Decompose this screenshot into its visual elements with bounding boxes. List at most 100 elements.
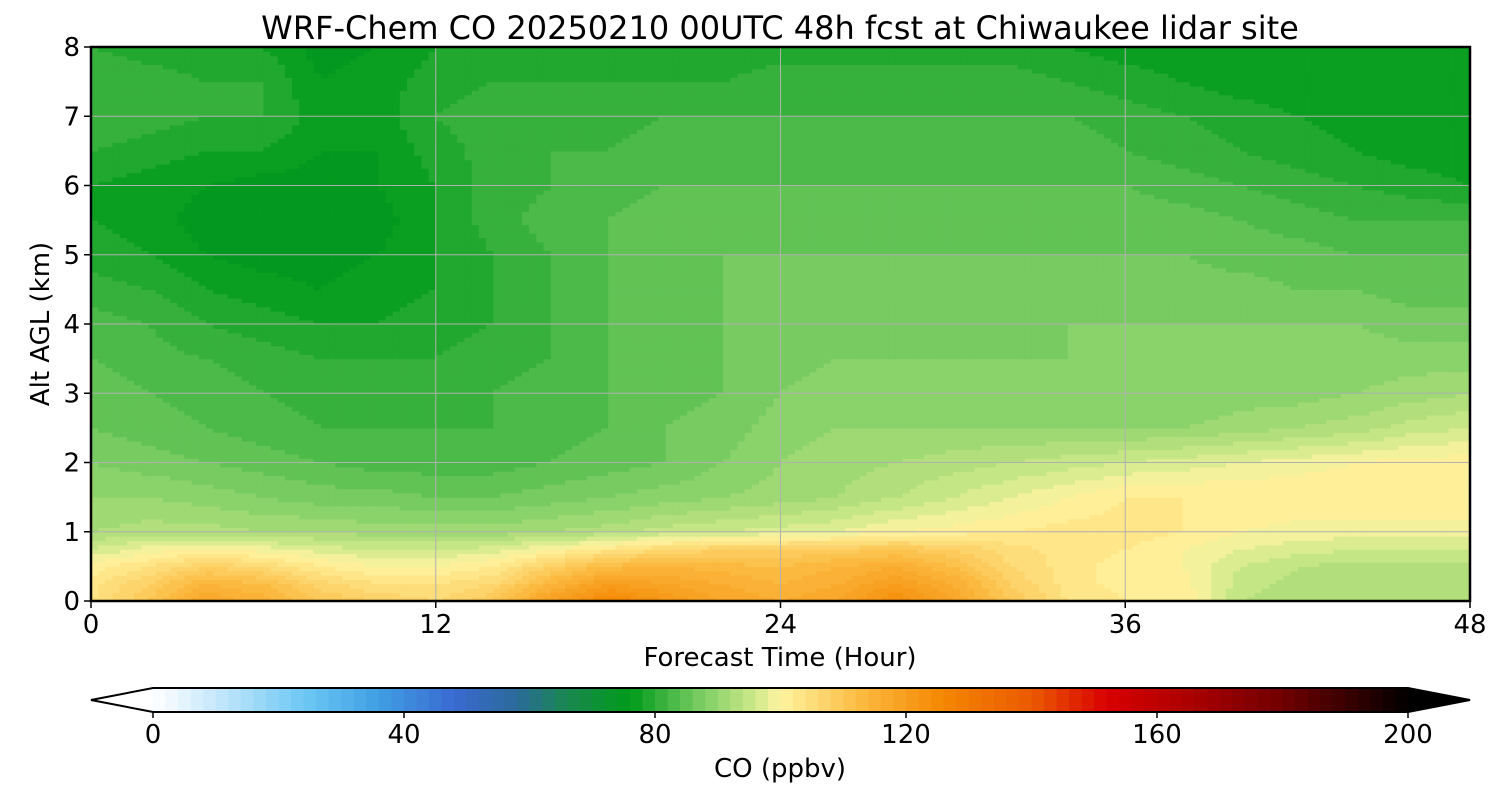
heatmap-cell [514,505,523,511]
heatmap-cell [241,553,250,559]
heatmap-cell [1369,523,1378,529]
heatmap-cell [809,583,818,589]
heatmap-cell [1340,566,1349,572]
heatmap-cell [809,492,818,498]
heatmap-cell [220,583,229,589]
heatmap-cell [1412,596,1421,602]
heatmap-cell [342,531,351,537]
heatmap-cell [493,557,501,563]
heatmap-cell [859,531,868,537]
heatmap-cell [651,583,659,589]
heatmap-cell [141,588,150,593]
heatmap-cell [780,579,789,585]
heatmap-cell [665,497,674,503]
heatmap-cell [457,523,466,529]
heatmap-cell [428,562,437,567]
heatmap-cell [1333,527,1342,533]
heatmap-cell [1139,492,1148,498]
heatmap-cell [1340,536,1349,542]
heatmap-cell [960,518,968,524]
heatmap-cell [414,514,422,520]
heatmap-cell [162,540,171,546]
heatmap-cell [155,575,164,580]
heatmap-cell [751,583,760,589]
heatmap-cell [98,518,106,524]
heatmap-cell [170,518,178,524]
heatmap-cell [1003,531,1011,537]
heatmap-cell [1276,592,1284,598]
heatmap-cell [622,575,631,580]
heatmap-cell [888,570,897,576]
heatmap-cell [1362,488,1371,494]
heatmap-cell [227,501,236,507]
heatmap-cell [1204,557,1213,563]
heatmap-cell [428,531,437,537]
heatmap-cell [744,566,753,572]
heatmap-cell [1103,588,1112,593]
heatmap-cell [392,492,401,498]
heatmap-cell [866,596,875,602]
heatmap-cell [1168,553,1177,559]
heatmap-cell [442,544,451,550]
heatmap-cell [521,488,530,494]
heatmap-cell [1362,510,1371,516]
heatmap-cell [809,531,818,537]
heatmap-cell [823,592,832,598]
heatmap-cell [794,497,803,503]
heatmap-cell [292,566,300,572]
heatmap-cell [902,562,911,567]
heatmap-cell [859,536,868,542]
heatmap-cell [514,536,523,542]
heatmap-cell [981,592,990,598]
heatmap-cell [1204,549,1213,554]
heatmap-cell [1261,518,1270,524]
heatmap-cell [363,570,372,576]
heatmap-cell [1175,497,1184,503]
heatmap-cell [356,553,365,559]
heatmap-cell [1211,596,1220,602]
heatmap-cell [1426,592,1435,598]
heatmap-cell [392,588,401,593]
heatmap-cell [694,497,703,503]
heatmap-cell [945,566,954,572]
heatmap-cell [938,566,947,572]
heatmap-cell [1110,549,1119,554]
heatmap-cell [766,501,774,507]
heatmap-cell [284,497,293,503]
heatmap-cell [220,488,229,494]
heatmap-cell [363,583,372,589]
heatmap-cell [1024,579,1033,585]
heatmap-cell [1426,596,1435,602]
heatmap-cell [1146,514,1155,520]
heatmap-cell [1390,497,1399,503]
heatmap-cell [1240,540,1248,546]
heatmap-cell [723,514,731,520]
heatmap-cell [1182,510,1191,516]
heatmap-cell [600,531,609,537]
heatmap-cell [1082,497,1090,503]
heatmap-cell [299,588,308,593]
heatmap-cell [823,540,832,546]
heatmap-cell [1118,518,1126,524]
heatmap-cell [837,570,846,576]
heatmap-cell [112,553,121,559]
heatmap-cell [227,531,236,537]
heatmap-cell [342,570,351,576]
heatmap-cell [1161,562,1169,567]
heatmap-cell [270,501,279,507]
heatmap-cell [1240,596,1248,602]
heatmap-cell [1340,492,1349,498]
heatmap-cell [1153,514,1162,520]
heatmap-cell [1146,523,1155,529]
heatmap-cell [1283,592,1292,598]
heatmap-cell [1218,553,1227,559]
heatmap-cell [249,557,257,563]
heatmap-cell [1031,583,1040,589]
heatmap-cell [895,531,904,537]
heatmap-cell [1139,592,1148,598]
heatmap-cell [1340,583,1349,589]
heatmap-cell [1067,566,1076,572]
heatmap-cell [1383,583,1392,589]
heatmap-cell [378,557,387,563]
heatmap-cell [1153,596,1162,602]
